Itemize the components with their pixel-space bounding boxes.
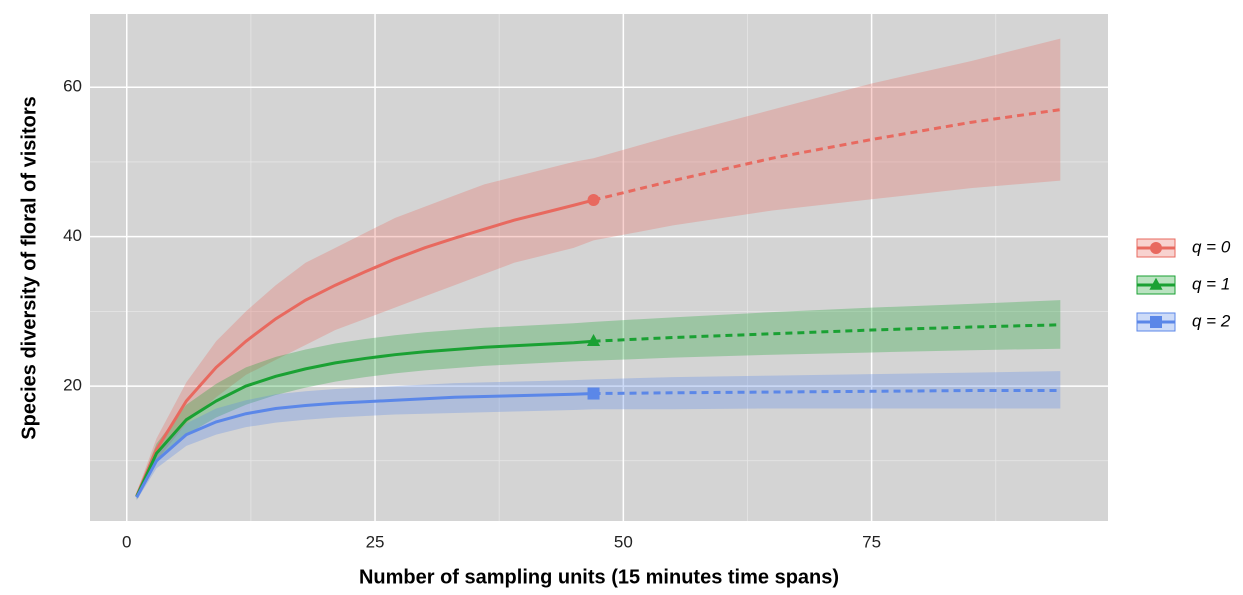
y-tick-label: 20 [63, 376, 82, 395]
confidence-band [136, 38, 1061, 500]
reference-marker [587, 194, 600, 207]
extrapolated-line [593, 323, 1061, 343]
interpolated-line [135, 198, 594, 497]
extrapolated-line [593, 389, 1061, 396]
legend-marker [1150, 316, 1162, 328]
confidence-band [136, 371, 1061, 501]
y-tick-label: 60 [63, 77, 82, 96]
legend-label: q = 0 [1192, 237, 1231, 256]
legend-label: q = 2 [1192, 311, 1231, 330]
y-tick-label: 40 [63, 226, 82, 245]
x-tick-label: 25 [366, 532, 385, 551]
y-axis-title: Species diversity of floral of visitors [18, 96, 40, 439]
reference-marker [587, 387, 600, 400]
legend-label: q = 1 [1192, 274, 1230, 293]
reference-marker [586, 334, 601, 347]
legend-marker [1150, 242, 1162, 254]
interpolated-line [135, 392, 594, 499]
plot-panel [90, 14, 1108, 521]
x-tick-label: 75 [862, 532, 881, 551]
x-tick-label: 50 [614, 532, 633, 551]
confidence-band [136, 300, 1061, 500]
interpolated-line [135, 339, 594, 498]
x-tick-label: 0 [122, 532, 131, 551]
x-axis-title: Number of sampling units (15 minutes tim… [359, 566, 839, 588]
extrapolated-line [593, 108, 1061, 202]
legend-marker [1149, 277, 1163, 290]
